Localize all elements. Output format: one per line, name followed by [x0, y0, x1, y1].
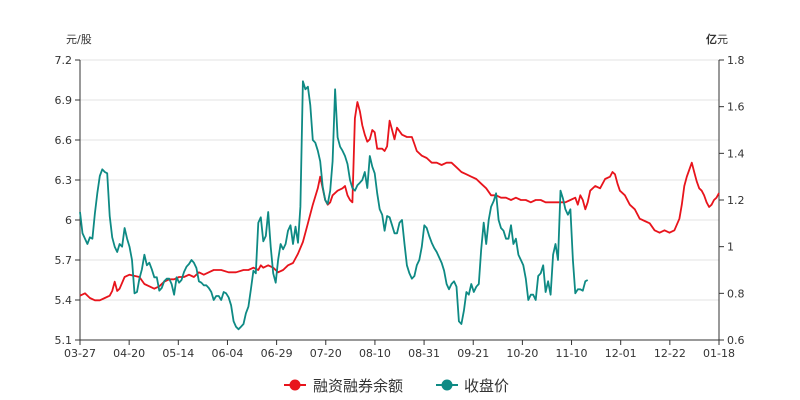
left-axis-unit: 元/股	[66, 33, 92, 46]
series-lines	[79, 80, 720, 331]
legend-item-close[interactable]: 收盘价	[436, 377, 509, 395]
x-tick-label: 04-20	[113, 347, 145, 360]
gridlines	[80, 59, 719, 341]
legend-close-marker	[441, 379, 453, 391]
right-tick-label: 1.8	[727, 54, 745, 67]
right-tick-label: 0.6	[727, 334, 745, 347]
x-tick-label: 03-27	[64, 347, 96, 360]
x-tick-label: 06-04	[211, 347, 243, 360]
right-tick-label: 1.4	[727, 147, 745, 160]
left-tick-label: 5.1	[55, 334, 73, 347]
axes	[75, 59, 724, 345]
x-tick-label: 12-01	[605, 347, 637, 360]
right-axis-unit-bold: 亿	[706, 32, 717, 46]
series-line-close	[79, 80, 589, 331]
left-tick-label: 5.7	[55, 254, 73, 267]
x-tick-label: 11-10	[556, 347, 588, 360]
right-axis-unit-rest: 元	[717, 33, 728, 46]
x-tick-label: 08-31	[408, 347, 440, 360]
left-tick-label: 5.4	[55, 294, 73, 307]
right-tick-label: 1.2	[727, 194, 745, 207]
right-tick-label: 1	[727, 241, 734, 254]
x-tick-label: 12-22	[654, 347, 686, 360]
series-line-financing	[79, 101, 720, 302]
right-tick-label: 0.8	[727, 287, 745, 300]
x-tick-label: 09-21	[457, 347, 489, 360]
x-tick-label: 08-10	[359, 347, 391, 360]
legend-financing-marker	[289, 379, 301, 391]
legend[interactable]: 融资融券余额 收盘价	[284, 377, 509, 395]
left-tick-label: 6.9	[55, 94, 73, 107]
x-axis-ticks: 03-27 04-20 05-14 06-04 06-29 07-20 08-10 08-31…	[64, 347, 735, 360]
right-axis-unit: 亿元	[706, 32, 728, 46]
left-axis-ticks: 7.2 6.9 6.6 6.3 6 5.7 5.4 5.1	[55, 54, 73, 347]
x-tick-label: 06-29	[261, 347, 293, 360]
x-tick-label: 10-20	[506, 347, 538, 360]
x-tick-label: 01-18	[703, 347, 735, 360]
left-tick-label: 7.2	[55, 54, 73, 67]
right-axis-ticks: 1.8 1.6 1.4 1.2 1 0.8 0.6	[727, 54, 745, 347]
legend-close-label: 收盘价	[464, 377, 509, 395]
x-tick-label: 07-20	[310, 347, 342, 360]
left-tick-label: 6	[65, 214, 72, 227]
legend-item-financing[interactable]: 融资融券余额	[284, 377, 403, 395]
x-tick-label: 05-14	[162, 347, 194, 360]
right-tick-label: 1.6	[727, 101, 745, 114]
left-tick-label: 6.6	[55, 134, 73, 147]
legend-financing-label: 融资融券余额	[313, 377, 403, 395]
left-tick-label: 6.3	[55, 174, 73, 187]
